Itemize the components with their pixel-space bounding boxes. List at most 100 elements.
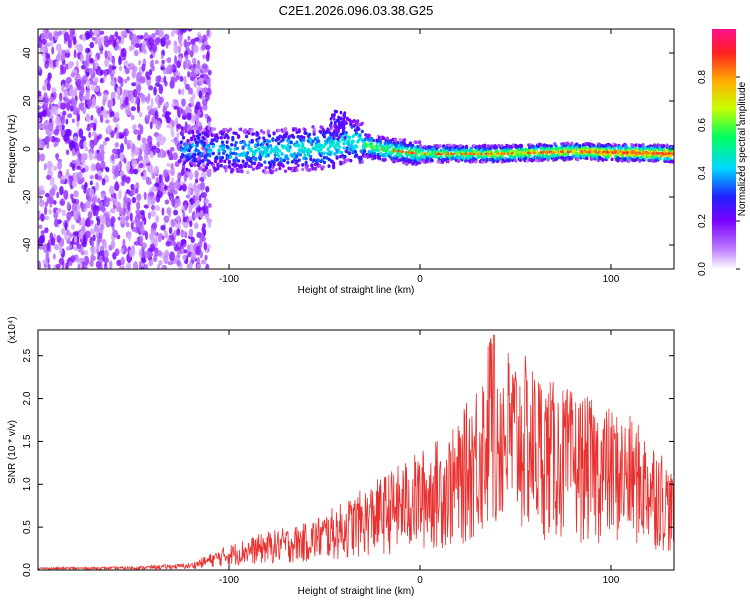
noise-cell — [132, 168, 139, 175]
burst-cell — [333, 120, 337, 125]
signal-cell — [327, 136, 331, 140]
noise-cell — [165, 240, 171, 247]
signal-cell — [377, 156, 382, 161]
noise-cell — [130, 106, 136, 112]
noise-cell — [132, 88, 138, 98]
noise-cell — [160, 37, 166, 47]
signal-cell — [419, 159, 423, 164]
noise-cell — [73, 86, 78, 97]
signal-cell — [206, 134, 210, 138]
signal-cell — [514, 159, 518, 163]
noise-cell — [171, 29, 175, 35]
signal-cell — [350, 144, 354, 148]
noise-cell — [176, 215, 181, 222]
burst-cell — [342, 123, 346, 127]
signal-cell — [228, 127, 233, 132]
signal-cell — [202, 143, 206, 148]
colorbar-ticks: 0.0 0.2 0.4 0.6 0.8 — [697, 70, 740, 276]
signal-cell — [301, 167, 305, 172]
signal-cell — [332, 161, 336, 166]
signal-cell — [259, 129, 264, 133]
signal-cell — [446, 159, 450, 164]
noise-cell — [93, 77, 99, 84]
noise-cell — [102, 140, 107, 146]
noise-cell — [186, 244, 191, 253]
noise-cell — [119, 170, 125, 177]
noise-cell — [44, 193, 50, 198]
noise-cell — [52, 165, 58, 171]
signal-cell — [193, 152, 197, 157]
noise-cell — [149, 108, 154, 115]
noise-cell — [43, 162, 47, 171]
signal-cell — [192, 134, 196, 139]
noise-cell — [106, 125, 112, 134]
y-tick-label: -20 — [22, 189, 33, 204]
signal-cell — [665, 143, 669, 148]
signal-cell — [346, 139, 351, 144]
signal-cell — [327, 157, 331, 162]
noise-cell — [140, 209, 145, 216]
noise-cell — [122, 238, 126, 249]
burst-cell — [335, 129, 339, 133]
noise-cell — [154, 147, 161, 154]
signal-cell — [344, 130, 348, 135]
signal-cell — [179, 148, 183, 152]
noise-cell — [182, 216, 187, 223]
noise-cell — [45, 174, 52, 180]
noise-cell — [105, 119, 110, 124]
noise-cell — [171, 120, 175, 128]
noise-cell — [143, 217, 147, 225]
noise-cell — [89, 180, 93, 186]
noise-cell — [119, 265, 126, 269]
noise-cell — [92, 234, 96, 242]
signal-cell — [492, 159, 496, 163]
noise-cell — [129, 212, 133, 222]
noise-cell — [197, 205, 202, 212]
signal-cell — [181, 135, 186, 140]
signal-cell — [234, 140, 238, 145]
noise-cell — [59, 92, 63, 102]
noise-cell — [183, 75, 187, 86]
noise-cell — [194, 195, 200, 200]
noise-cell — [150, 97, 154, 108]
signal-cell — [217, 151, 221, 155]
noise-cell — [131, 82, 137, 87]
noise-cell — [96, 238, 101, 247]
noise-cell — [50, 237, 56, 246]
signal-cell — [320, 158, 324, 162]
signal-cell — [206, 162, 210, 167]
noise-cell — [59, 198, 66, 207]
signal-cell — [354, 131, 359, 135]
noise-cell — [140, 93, 146, 102]
signal-cell — [210, 133, 214, 137]
signal-cell — [179, 155, 183, 160]
noise-cell — [65, 262, 69, 269]
noise-cell — [44, 206, 48, 216]
noise-cell — [180, 239, 187, 244]
signal-cell — [195, 141, 199, 145]
noise-cell — [189, 71, 195, 78]
noise-cell — [158, 138, 165, 146]
signal-cell — [239, 127, 243, 132]
noise-cell — [150, 209, 157, 217]
noise-cell — [153, 86, 157, 96]
noise-cell — [39, 153, 46, 162]
noise-cell — [110, 65, 117, 70]
signal-cell — [346, 142, 351, 147]
signal-cell — [240, 165, 244, 169]
signal-cell — [291, 135, 296, 139]
noise-cell — [193, 44, 199, 54]
noise-cell — [196, 263, 202, 269]
noise-cell — [64, 221, 68, 231]
noise-cell — [50, 135, 56, 143]
noise-cell — [147, 211, 152, 220]
noise-cell — [89, 41, 95, 49]
snr-y-axis-label: SNR (10 * v/v) — [7, 420, 18, 484]
noise-cell — [168, 226, 172, 234]
noise-cell — [46, 109, 50, 117]
noise-cell — [72, 231, 79, 236]
noise-cell — [172, 98, 179, 104]
noise-cell — [133, 146, 140, 156]
noise-cell — [140, 144, 146, 151]
signal-cell — [310, 142, 314, 147]
